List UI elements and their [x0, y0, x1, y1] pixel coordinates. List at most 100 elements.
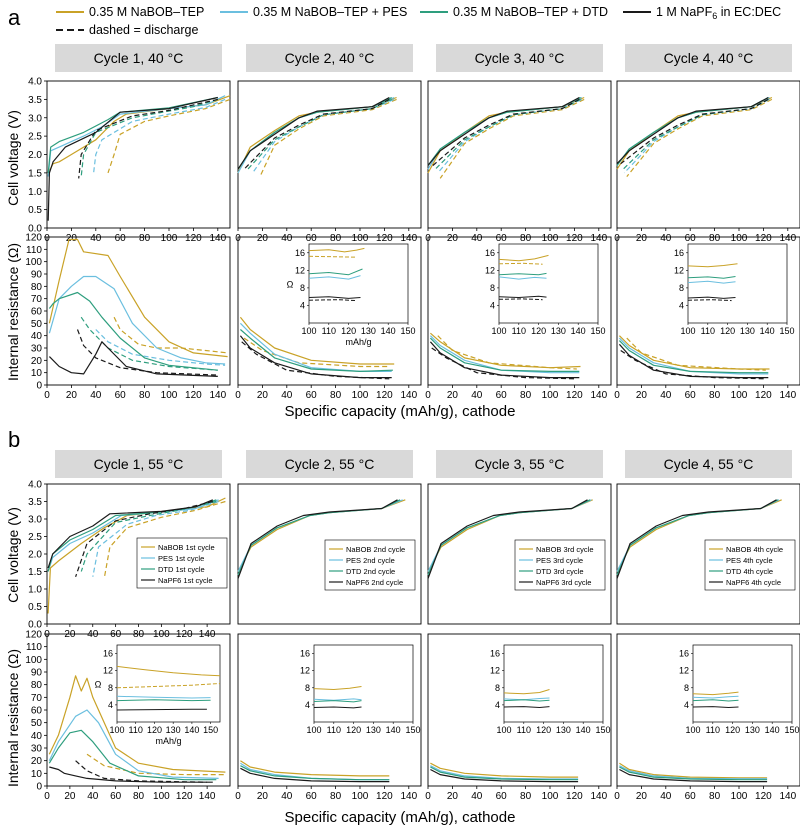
cycle-title-box-b-3	[436, 450, 603, 478]
x-tick-label: 80	[709, 791, 721, 802]
ylabel-voltage-a: Cell voltage (V)	[5, 110, 21, 206]
x-tick-label: 100	[352, 791, 369, 802]
series-line-nabob-discharge	[259, 98, 397, 177]
series-line-dtd-charge	[427, 96, 581, 166]
inset-y-tick-label: 16	[295, 248, 305, 258]
x-tick-label: 80	[520, 390, 532, 401]
x-tick-label: 80	[133, 629, 145, 640]
x-tick-label: 80	[330, 390, 342, 401]
inset-x-tick-label: 110	[517, 725, 531, 735]
y-tick-label: 110	[26, 642, 42, 653]
series-line-napf6-charge	[47, 96, 218, 221]
x-tick-label: 20	[636, 233, 648, 244]
inset-xlabel: mAh/g	[155, 736, 181, 746]
x-tick-label: 120	[376, 791, 393, 802]
top-legend: 0.35 M NaBOB–TEP 0.35 M NaBOB–TEP + PES …	[56, 5, 781, 37]
x-tick-label: 100	[352, 233, 369, 244]
inset-frame	[687, 243, 788, 324]
inset-y-tick-label: 16	[103, 649, 113, 659]
inset-x-tick-label: 130	[556, 725, 571, 735]
x-tick-label: 120	[566, 390, 583, 401]
y-tick-label: 80	[31, 282, 43, 293]
inset-x-tick-label: 140	[386, 725, 401, 735]
x-tick-label: 100	[153, 791, 170, 802]
x-tick-label: 80	[520, 791, 532, 802]
y-tick-label: 1.0	[28, 585, 42, 596]
series-line-nabob-charge	[48, 238, 228, 358]
x-tick-label: 140	[590, 233, 607, 244]
x-tick-label: 100	[161, 390, 178, 401]
inset-series-pes	[503, 697, 550, 701]
legend-label-dtd: 0.35 M NaBOB–TEP + DTD	[453, 5, 608, 19]
x-tick-label: 120	[566, 233, 583, 244]
x-tick-label: 140	[400, 233, 417, 244]
x-tick-label: 0	[425, 390, 431, 401]
x-tick-label: 100	[731, 791, 748, 802]
plot-9: NaBOB 2nd cycle PES 2nd cycle DTD 2nd cycl…	[237, 483, 422, 625]
inset-y-tick-label: 4	[495, 700, 500, 710]
series-line-dtd	[618, 340, 769, 374]
series-line-pes	[619, 765, 768, 780]
y-tick-label: 60	[31, 706, 43, 717]
panel-letter-b: b	[8, 427, 20, 452]
plot-frame	[427, 483, 612, 625]
y-tick-label: 80	[31, 680, 43, 691]
plot-15: 0 20 40 60 80 100 120 140 100 110 120 130 140 150 4 8 12…	[614, 633, 800, 802]
x-tick-label: 40	[281, 791, 293, 802]
x-tick-label: 20	[64, 791, 76, 802]
small-legend-label: NaBOB 4th cycle	[726, 545, 783, 554]
y-tick-label: 3.0	[28, 515, 42, 526]
small-legend-label: NaPF6 2nd cycle	[346, 578, 403, 587]
series-line-napf6-charge	[48, 341, 218, 377]
inset-series-dtd	[503, 699, 550, 702]
inset-frame	[308, 243, 409, 324]
cycle-title-box-b-2	[246, 450, 413, 478]
x-tick-label: 80	[709, 233, 721, 244]
cycle-title-b-2: Cycle 2, 55 °C	[285, 456, 375, 472]
small-legend-label: DTD 4th cycle	[726, 567, 773, 576]
x-tick-label: 40	[87, 791, 99, 802]
plot-13: 0 20 40 60 80 100 120 140 100 110 120 130 140 150 4 8 12…	[235, 633, 422, 802]
x-tick-label: 80	[139, 233, 151, 244]
x-tick-label: 0	[235, 791, 241, 802]
series-line-dtd	[240, 765, 390, 781]
cycle-title-a-1: Cycle 1, 40 °C	[94, 50, 184, 66]
inset-y-tick-label: 4	[684, 700, 689, 710]
series-line-dtd-discharge	[247, 98, 392, 170]
inset-frame	[692, 644, 793, 723]
inset-frame	[503, 644, 604, 723]
x-tick-label: 60	[306, 233, 318, 244]
inset-series-pes	[692, 695, 739, 699]
series-line-nabob-discharge	[626, 98, 773, 177]
inset-series-napf6-dis	[308, 299, 357, 302]
inset-series-napf6	[116, 708, 207, 711]
legend-label-napf6-suffix: in EC:DEC	[717, 5, 781, 19]
small-legend-label: DTD 2nd cycle	[346, 567, 395, 576]
inset-y-tick-label: 4	[300, 300, 305, 310]
series-line-napf6-charge	[427, 96, 580, 166]
series-line-nabob	[618, 335, 770, 370]
y-tick-label: 70	[31, 294, 43, 305]
x-tick-label: 80	[709, 390, 721, 401]
series-line-napf6-dis	[75, 760, 208, 783]
series-line-napf6-dis	[620, 350, 766, 380]
series-line-nabob-charge	[616, 96, 773, 170]
x-tick-label: 120	[185, 390, 202, 401]
x-tick-label: 20	[257, 233, 269, 244]
series-line-pes	[48, 709, 219, 779]
x-tick-label: 40	[281, 233, 293, 244]
y-tick-label: 3.5	[28, 95, 42, 106]
inset-series-napf6	[313, 706, 362, 709]
series-line-pes	[618, 337, 769, 375]
x-tick-label: 100	[542, 791, 559, 802]
inset-x-tick-label: 140	[184, 725, 199, 735]
inset-y-tick-label: 8	[300, 283, 305, 293]
x-tick-label: 100	[542, 390, 559, 401]
x-tick-label: 140	[209, 390, 226, 401]
inset-y-tick-label: 8	[305, 683, 310, 693]
inset-x-tick-label: 110	[327, 725, 341, 735]
cycle-title-b-4: Cycle 4, 55 °C	[664, 456, 754, 472]
x-tick-label: 80	[330, 791, 342, 802]
plot-1: 0 20 40 60 80 100 120 140	[235, 80, 422, 244]
inset-series-pes	[116, 695, 211, 699]
